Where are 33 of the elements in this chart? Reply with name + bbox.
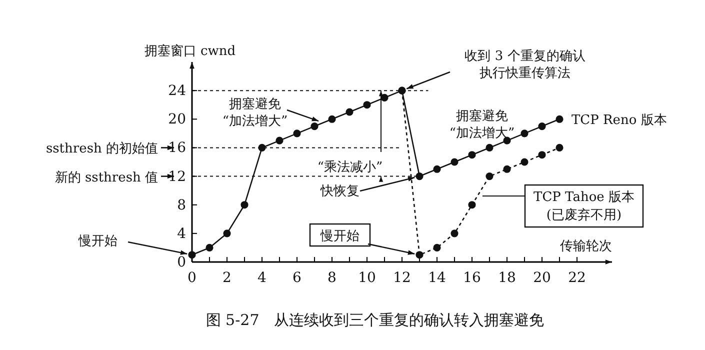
annotation: “乘法减小” <box>317 160 383 175</box>
annotation: 快恢复 <box>320 184 360 199</box>
x-tick-label: 12 <box>393 270 411 286</box>
x-tick-label: 0 <box>188 270 196 286</box>
annotation: (已废弃不用) <box>546 207 622 223</box>
series-label: TCP Tahoe 版本 <box>534 190 634 205</box>
x-tick-label: 6 <box>292 270 302 286</box>
y-tick-label: 20 <box>168 112 186 128</box>
annotation: 慢开始 <box>320 229 360 244</box>
x-axis-title: 传输轮次 <box>560 239 612 254</box>
text: 图 5-27 从连续收到三个重复的确认转入拥塞避免 <box>206 311 544 329</box>
y-tick-label: 8 <box>177 197 186 214</box>
annotation: 慢开始 <box>78 234 118 249</box>
x-tick-label: 8 <box>328 270 336 286</box>
x-tick-label: 18 <box>498 270 516 286</box>
y-axis-title: 拥塞窗口 cwnd <box>144 43 236 59</box>
x-tick-label: 22 <box>568 270 586 286</box>
y-tick-label: 16 <box>168 140 186 156</box>
y-tick-label: 0 <box>177 254 186 270</box>
series-label: TCP Reno 版本 <box>572 113 667 128</box>
x-tick-label: 20 <box>533 270 551 286</box>
annotation: 拥塞避免“加法增大” <box>222 96 288 129</box>
x-tick-label: 16 <box>463 270 481 286</box>
y-tick-label: 24 <box>168 83 186 100</box>
x-tick-label: 2 <box>222 270 232 286</box>
y-tick-label: 12 <box>168 168 186 185</box>
ref-line-label: 新的 ssthresh 值 <box>54 170 158 186</box>
x-tick-label: 10 <box>358 270 376 286</box>
x-tick-label: 14 <box>428 270 446 286</box>
ref-line-label: ssthresh 的初始值 <box>46 142 158 157</box>
x-tick-label: 4 <box>258 270 267 286</box>
y-tick-label: 4 <box>177 226 186 242</box>
annotation: 收到 3 个重复的确认执行快重传算法 <box>464 49 586 81</box>
